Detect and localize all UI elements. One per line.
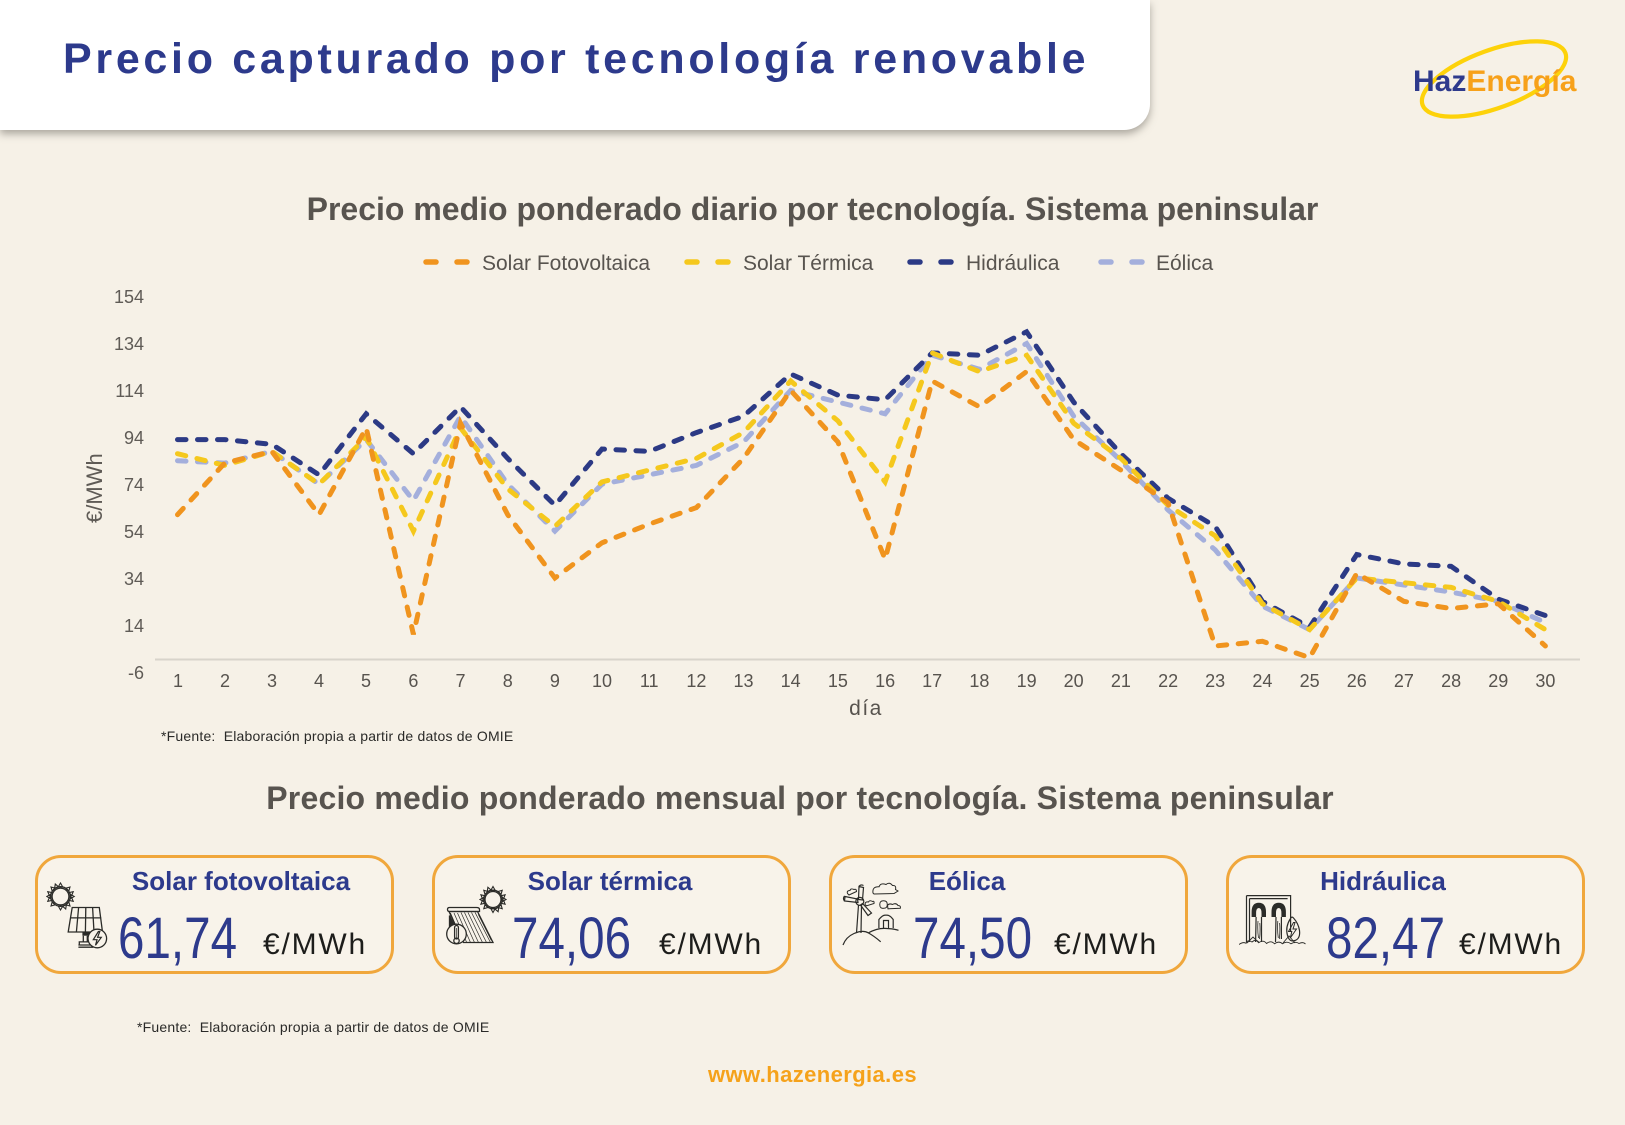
svg-text:€/MWh: €/MWh xyxy=(82,453,107,523)
svg-text:28: 28 xyxy=(1441,671,1461,691)
svg-text:74: 74 xyxy=(124,475,144,495)
svg-text:10: 10 xyxy=(592,671,612,691)
svg-text:Eólica: Eólica xyxy=(1156,252,1214,275)
svg-text:14: 14 xyxy=(124,616,144,636)
svg-text:54: 54 xyxy=(124,522,144,542)
svg-text:29: 29 xyxy=(1488,671,1508,691)
svg-text:1: 1 xyxy=(173,671,183,691)
svg-text:13: 13 xyxy=(733,671,753,691)
svg-text:7: 7 xyxy=(455,671,465,691)
svg-text:25: 25 xyxy=(1300,671,1320,691)
svg-text:11: 11 xyxy=(640,671,659,691)
svg-text:23: 23 xyxy=(1205,671,1225,691)
svg-text:18: 18 xyxy=(969,671,989,691)
svg-text:114: 114 xyxy=(115,381,144,401)
svg-text:134: 134 xyxy=(114,334,144,354)
svg-text:20: 20 xyxy=(1064,671,1084,691)
svg-text:21: 21 xyxy=(1111,671,1131,691)
svg-text:24: 24 xyxy=(1252,671,1272,691)
svg-text:-6: -6 xyxy=(128,663,144,683)
svg-text:14: 14 xyxy=(781,671,801,691)
svg-text:154: 154 xyxy=(114,287,144,307)
svg-text:16: 16 xyxy=(875,671,895,691)
svg-text:Hidráulica: Hidráulica xyxy=(966,252,1060,275)
svg-text:19: 19 xyxy=(1017,671,1037,691)
svg-text:30: 30 xyxy=(1535,671,1555,691)
svg-text:12: 12 xyxy=(686,671,706,691)
svg-text:HazEnergía: HazEnergía xyxy=(1413,65,1577,98)
svg-text:26: 26 xyxy=(1347,671,1367,691)
svg-text:Solar Fotovoltaica: Solar Fotovoltaica xyxy=(482,252,650,275)
svg-text:15: 15 xyxy=(828,671,848,691)
svg-text:27: 27 xyxy=(1394,671,1414,691)
svg-text:Solar Térmica: Solar Térmica xyxy=(743,252,874,275)
svg-text:2: 2 xyxy=(220,671,230,691)
svg-text:22: 22 xyxy=(1158,671,1178,691)
svg-text:6: 6 xyxy=(408,671,418,691)
svg-text:17: 17 xyxy=(922,671,942,691)
svg-text:5: 5 xyxy=(361,671,371,691)
svg-text:34: 34 xyxy=(124,569,144,589)
svg-text:9: 9 xyxy=(550,671,560,691)
svg-text:día: día xyxy=(849,697,883,720)
svg-text:8: 8 xyxy=(503,671,513,691)
svg-text:94: 94 xyxy=(124,428,144,448)
svg-text:3: 3 xyxy=(267,671,277,691)
svg-text:4: 4 xyxy=(314,671,324,691)
